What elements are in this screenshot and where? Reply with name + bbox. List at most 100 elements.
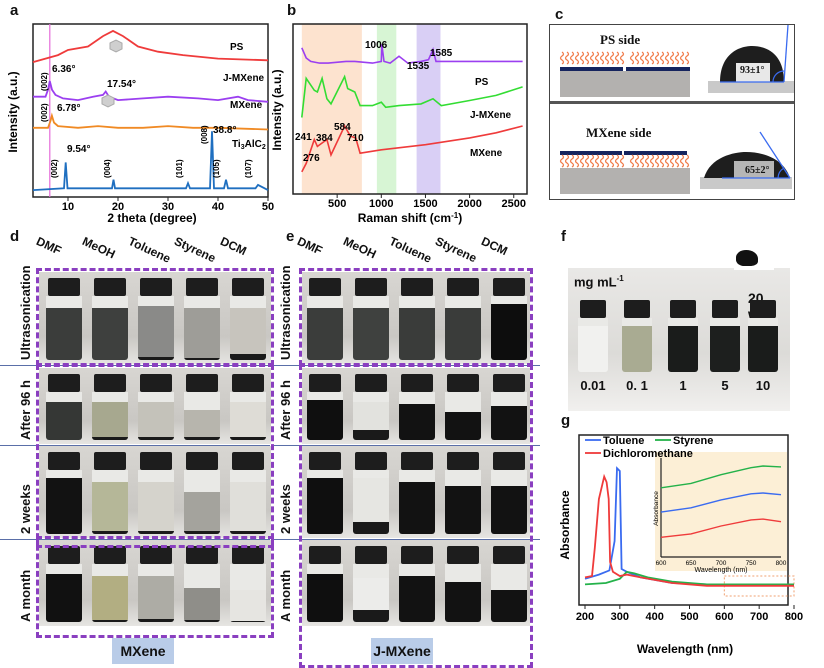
mxene-side-title: MXene side (586, 125, 652, 140)
concentration-label: 1 (679, 378, 687, 393)
raman-series-label: MXene (470, 148, 503, 159)
mxene-dispersion-panel: DMF MeOH Toluene Styrene DCM Ultrasonication A… (0, 230, 280, 666)
raman-plot-frame (292, 23, 528, 195)
uv-series-dichloromethane (584, 473, 794, 587)
vial-toluene (399, 374, 435, 440)
vial-meoh (353, 278, 389, 360)
raman-x-tick-label: 1500 (413, 198, 437, 210)
pellet-stand (734, 268, 774, 270)
ps-side-schematic (559, 51, 690, 97)
column-label-styrene: Styrene (172, 234, 218, 266)
dashed-highlight-box (36, 536, 274, 638)
xrd-hkl-label: (002) (40, 103, 49, 122)
sample-tag: MXene (112, 638, 174, 664)
uv-x-tick-label: 300 (611, 611, 629, 623)
panel-divider (550, 101, 794, 104)
dashed-highlight-box (299, 268, 533, 366)
legend-label: Toluene (603, 435, 644, 447)
vial-dmf (46, 546, 82, 622)
vial-dcm (230, 278, 266, 360)
raman-series-label: PS (475, 77, 489, 88)
uv-x-tick-label: 800 (785, 611, 803, 623)
xrd-x-tick-label: 20 (112, 201, 124, 213)
raman-x-tick-label: 1000 (369, 198, 393, 210)
dashed-highlight-box (36, 268, 274, 366)
xrd-peak-annotation: 17.54° (107, 79, 136, 90)
inset-background (655, 452, 787, 571)
ps-side-title: PS side (600, 32, 641, 47)
raman-shaded-band (376, 24, 397, 194)
vial-styrene (445, 452, 481, 534)
raman-series-ps (301, 44, 523, 64)
row-label: After 96 h (18, 380, 33, 440)
column-label-dmf: DMF (34, 234, 64, 258)
contact-angle-panel: PS side 93±1° MXene side 65±2° (549, 24, 795, 200)
xrd-hkl-label: (101) (175, 159, 184, 178)
panel-label-b: b (287, 2, 297, 19)
raman-peak-annotation: 384 (316, 133, 333, 144)
vial-toluene (138, 452, 174, 534)
inset-series-styrene (660, 465, 782, 489)
vial-dmf (46, 452, 82, 534)
xrd-series-mxene (33, 112, 269, 131)
vial-styrene (445, 546, 481, 622)
concentration-vial (748, 300, 778, 372)
uv-plot-frame (578, 434, 789, 606)
concentration-vial (668, 300, 698, 372)
uv-vis-chart: 200 300 400 500 600 700 800 Toluene StyreneDichl… (558, 434, 803, 656)
unit-superscript: -1 (616, 274, 624, 283)
sample-tag: J-MXene (371, 638, 433, 664)
vial-toluene (138, 278, 174, 360)
inset-series-dichloromethane (660, 518, 782, 538)
vial-dmf (307, 374, 343, 440)
xrd-plot-frame (32, 23, 269, 198)
j-mxene-dispersion-panel: DMF MeOH Toluene Styrene DCM Ultrasonication A… (274, 230, 564, 668)
vial-dcm (230, 452, 266, 534)
inset-x-tick-label: 750 (746, 560, 757, 567)
row-label: Ultrasonication (278, 265, 293, 360)
concentration-vial (578, 300, 608, 372)
xrd-peak-annotation: 6.78° (57, 103, 80, 114)
xrd-x-axis-label: 2 theta (degree) (107, 211, 196, 225)
uv-y-axis-label: Absorbance (558, 490, 572, 560)
panel-label-e: e (286, 228, 295, 245)
raman-chart: 500 1000 1500 2000 2500 PS J-MXene MXene 1006 15… (270, 23, 528, 225)
raman-shaded-band (416, 24, 441, 194)
row-label: A month (278, 569, 293, 622)
concentration-vial (710, 300, 740, 372)
inset-y-axis-label: Absorbance (653, 491, 660, 526)
vial-dmf (307, 452, 343, 534)
vial-toluene (399, 278, 435, 360)
uv-x-tick-label: 700 (750, 611, 768, 623)
raman-peak-annotation: 1585 (430, 48, 453, 59)
vial-meoh (92, 452, 128, 534)
vial-meoh (353, 374, 389, 440)
inset-x-tick-label: 800 (776, 560, 787, 567)
uv-series-styrene (584, 570, 794, 586)
raman-peak-annotation: 1535 (407, 61, 430, 72)
mxene-droplet-image (700, 131, 792, 189)
xrd-hkl-label: (002) (50, 159, 59, 178)
vial-styrene (184, 452, 220, 534)
vial-meoh (353, 452, 389, 534)
column-label-meoh: MeOH (80, 234, 118, 262)
xrd-peak-annotation: 6.36° (52, 64, 75, 75)
vial-meoh (353, 546, 389, 622)
vial-dmf (46, 278, 82, 360)
xrd-x-tick-label: 10 (62, 201, 74, 213)
xrd-series-label: Ti3AlC2 (232, 139, 266, 151)
column-label-meoh: MeOH (341, 234, 379, 262)
vial-styrene (445, 278, 481, 360)
raman-shaded-band (301, 24, 362, 194)
vial-dcm (491, 452, 527, 534)
concentration-label: 5 (721, 378, 729, 393)
inset-series-toluene (660, 492, 782, 513)
xrd-series-label: J-MXene (223, 73, 265, 84)
xrd-x-tick-label: 40 (212, 201, 224, 213)
uv-x-tick-label: 200 (576, 611, 594, 623)
column-label-toluene: Toluene (126, 234, 173, 266)
inset-x-tick-label: 650 (686, 560, 697, 567)
raman-peak-annotation: 241 (295, 132, 312, 143)
xrd-hkl-label: (105) (212, 159, 221, 178)
column-label-styrene: Styrene (433, 234, 479, 266)
